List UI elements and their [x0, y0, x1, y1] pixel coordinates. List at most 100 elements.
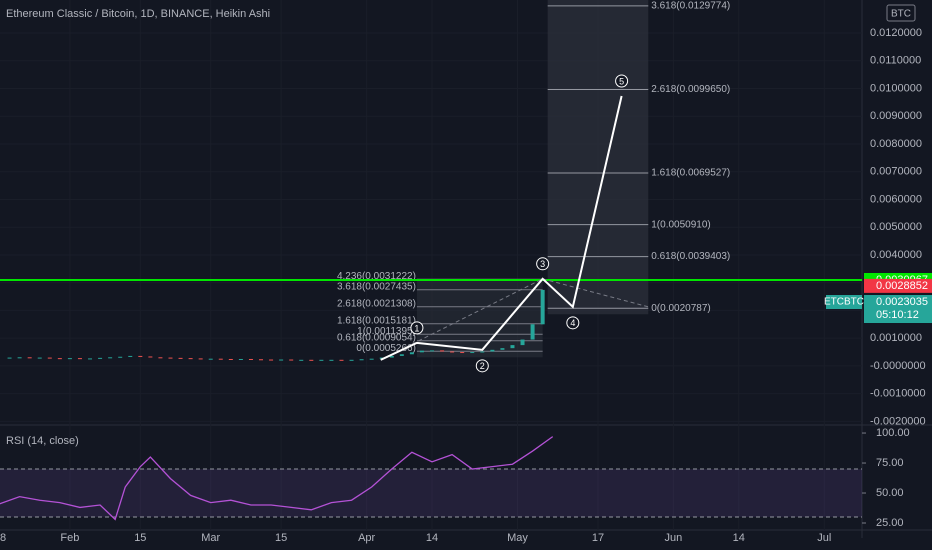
candle	[369, 358, 374, 360]
candle	[57, 358, 62, 360]
x-tick-label: 15	[134, 532, 146, 544]
x-tick-label: 8	[0, 532, 6, 544]
fib-label: 3.618(0.0129774)	[651, 1, 730, 12]
candle	[309, 359, 314, 361]
wave-channel	[542, 278, 649, 308]
y-tick-label: 25.00	[876, 517, 904, 529]
countdown-label: 05:10:12	[876, 309, 919, 321]
candle	[27, 357, 32, 359]
fib-label: 2.618(0.0021308)	[337, 298, 416, 309]
candle	[158, 357, 163, 359]
y-tick-label: 0.0080000	[870, 138, 922, 150]
wave-marker	[615, 74, 629, 88]
candle	[168, 357, 173, 359]
wave-marker	[566, 316, 580, 330]
candle	[500, 348, 505, 350]
candle	[228, 358, 233, 360]
candle	[379, 357, 384, 359]
candle	[510, 345, 515, 349]
candle	[460, 352, 465, 354]
candle	[419, 350, 424, 353]
candle	[47, 357, 52, 359]
y-tick-label: 50.00	[876, 487, 904, 499]
candle	[67, 358, 72, 360]
symbol-label: ETCBTC	[824, 297, 864, 308]
candle	[178, 357, 183, 359]
wave-label: 2	[480, 361, 485, 371]
wave-label: 3	[540, 259, 545, 269]
y-tick-label: -0.0000000	[870, 360, 926, 372]
rsi-line	[0, 436, 554, 521]
wave-line	[380, 95, 623, 361]
fib-label: 1(0.0050910)	[651, 219, 711, 230]
x-tick-label: Mar	[201, 532, 220, 544]
x-tick-label: 14	[733, 532, 745, 544]
x-tick-label: Jul	[817, 532, 831, 544]
candle	[399, 354, 404, 356]
y-tick-label: -0.0020000	[870, 415, 926, 427]
candle	[198, 358, 203, 360]
candle	[480, 351, 485, 353]
candle	[289, 359, 294, 361]
fib-label: 4.236(0.0031222)	[337, 271, 416, 282]
wave-marker	[410, 321, 424, 335]
candle	[238, 358, 243, 360]
wave-label: 5	[619, 76, 624, 86]
y-tick-label: 0.0050000	[870, 221, 922, 233]
candle	[118, 356, 123, 358]
currency-label: BTC	[891, 9, 911, 20]
price-tag-label: 0.0028852	[876, 280, 928, 292]
candle	[359, 359, 364, 361]
wave-marker	[536, 257, 550, 271]
price-tag	[864, 295, 932, 324]
candle	[450, 351, 455, 353]
y-tick-label: 0.0060000	[870, 193, 922, 205]
fib-label: 1(0.0011395)	[357, 326, 416, 337]
x-tick-label: Apr	[358, 532, 375, 544]
x-tick-label: Feb	[60, 532, 79, 544]
y-tick-label: -0.0010000	[870, 388, 926, 400]
y-tick-label: 0.0040000	[870, 249, 922, 261]
candle	[188, 358, 193, 360]
candle	[490, 349, 495, 352]
y-tick-label: 0.0100000	[870, 82, 922, 94]
wave-label: 1	[414, 323, 419, 333]
candle	[409, 352, 414, 355]
y-tick-label: 0.0070000	[870, 166, 922, 178]
candle	[279, 359, 284, 361]
chart-title: Ethereum Classic / Bitcoin, 1D, BINANCE,…	[6, 8, 270, 20]
x-tick-label: 17	[592, 532, 604, 544]
y-tick-label: 0.0110000	[870, 55, 921, 67]
candle	[440, 350, 445, 352]
fib-label: 1.618(0.0069527)	[651, 168, 730, 179]
fib-label: 0.618(0.0009054)	[337, 332, 416, 343]
candle	[339, 359, 344, 361]
currency-box	[886, 4, 916, 22]
fib-box	[547, 0, 649, 315]
candle	[138, 355, 143, 357]
candle	[319, 359, 324, 361]
candle	[88, 358, 93, 360]
x-tick-label: May	[507, 532, 528, 544]
fib-label: 2.618(0.0099650)	[651, 84, 730, 95]
fib-label: 0(0.0020787)	[651, 303, 711, 314]
candle	[108, 357, 113, 359]
candle	[389, 355, 394, 358]
candle	[98, 357, 103, 359]
fib-label: 3.618(0.0027435)	[337, 281, 416, 292]
y-tick-label: 75.00	[876, 457, 904, 469]
candle	[208, 358, 213, 360]
candle	[349, 359, 354, 361]
candle	[248, 358, 253, 360]
candle	[128, 355, 133, 357]
candle	[17, 357, 22, 359]
y-tick-label: 0.0010000	[870, 332, 922, 344]
candle	[470, 352, 475, 354]
candle	[77, 358, 82, 360]
candle	[329, 359, 334, 361]
y-tick-label: 0.0120000	[870, 27, 922, 39]
rsi-band	[0, 469, 862, 518]
price-tag	[864, 278, 932, 293]
